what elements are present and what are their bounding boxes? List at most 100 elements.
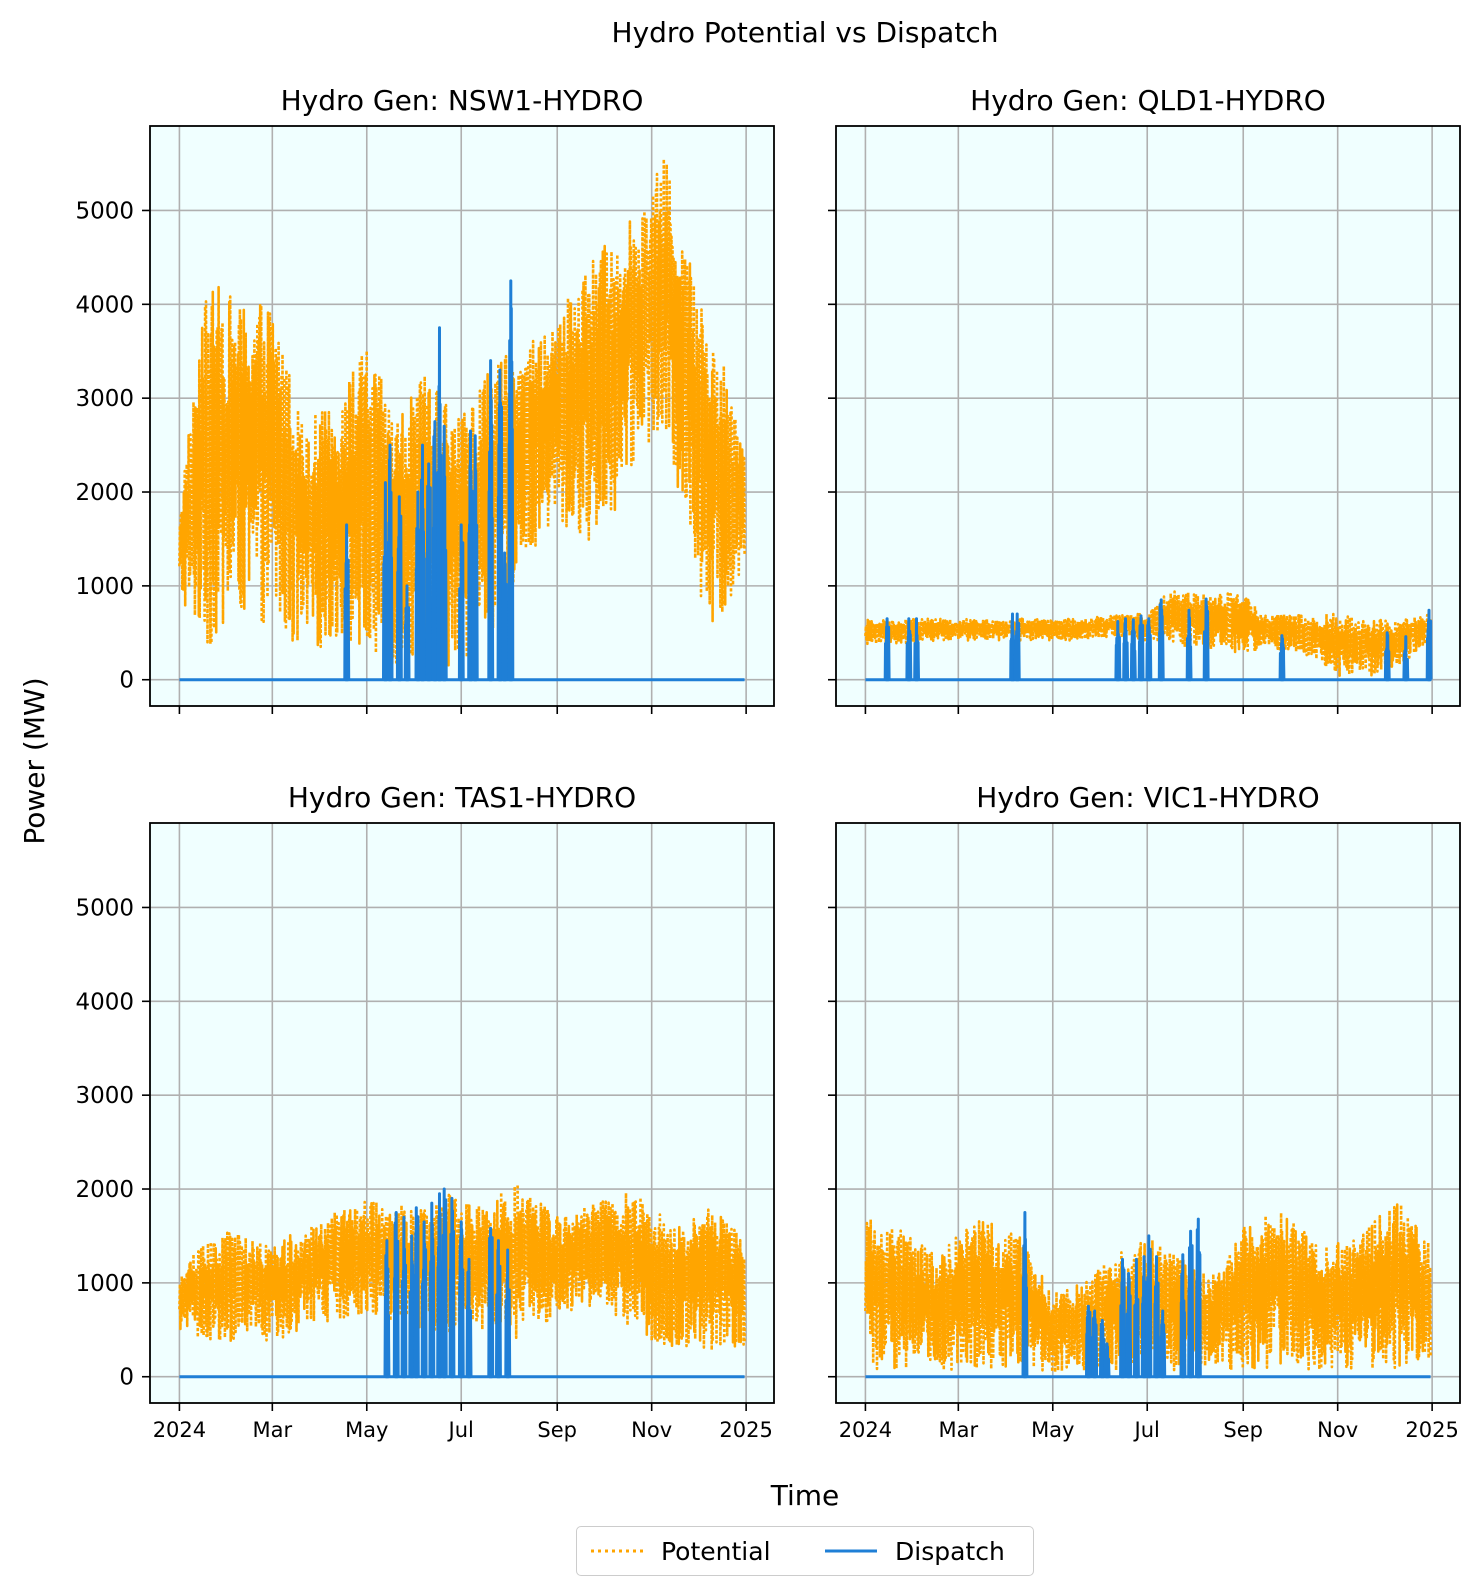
subplot-title: Hydro Gen: VIC1-HYDRO	[976, 781, 1319, 814]
dispatch-spike	[1179, 1253, 1187, 1379]
dispatch-spike	[440, 1187, 448, 1379]
x-tick-label: Sep	[537, 1418, 577, 1442]
subplot-2: 2024 Mar May Jul Sep Nov 2025 0 1000 2000 3000 4000…	[75, 781, 775, 1442]
dispatch-spike	[1383, 631, 1391, 682]
x-tick-label: 2025	[719, 1418, 772, 1442]
dispatch-spike	[1133, 1257, 1140, 1379]
dispatch-spike	[1085, 1304, 1092, 1379]
dispatch-spike	[1140, 1255, 1148, 1379]
x-tick-label: May	[345, 1418, 388, 1442]
dispatch-spike	[420, 1220, 428, 1379]
dispatch-spike	[436, 1192, 444, 1379]
dispatch-spike	[448, 1196, 456, 1379]
subplot-0: 0 1000 2000 3000 4000 5000 Hydro Gen: NSW1-HYD…	[75, 84, 775, 714]
legend-label-dispatch: Dispatch	[895, 1536, 1005, 1566]
y-tick-label: 0	[119, 668, 134, 694]
dispatch-spike	[343, 523, 351, 682]
x-tick-label: Mar	[939, 1418, 979, 1442]
y-tick-label: 1000	[75, 574, 134, 600]
dispatch-spike	[467, 429, 474, 682]
dispatch-spike	[883, 617, 891, 682]
y-tick-label: 3000	[75, 386, 134, 412]
dispatch-spike	[1119, 1257, 1126, 1379]
x-tick-label: Jul	[447, 1418, 474, 1442]
y-tick-label: 2000	[75, 480, 134, 506]
dispatch-spike	[392, 1211, 400, 1379]
x-tick-label: 2024	[839, 1418, 892, 1442]
series-layer	[178, 157, 746, 682]
x-tick-label: 2024	[153, 1418, 206, 1442]
dispatch-spike	[1195, 1217, 1202, 1379]
y-axis-label: Power (MW)	[18, 677, 51, 844]
dispatch-spike	[1278, 634, 1286, 682]
series-layer	[178, 1183, 746, 1379]
y-tick-label: 4000	[75, 292, 134, 318]
y-tick-label: 5000	[75, 895, 134, 921]
dispatch-spike	[408, 1234, 416, 1379]
x-tick-label: Nov	[1317, 1418, 1358, 1442]
subplot-title: Hydro Gen: TAS1-HYDRO	[288, 781, 636, 814]
dispatch-spike	[1091, 1309, 1099, 1379]
dispatch-spike	[501, 551, 509, 682]
x-axis-label: Time	[770, 1479, 840, 1512]
y-tick-label: 5000	[75, 198, 134, 224]
dispatch-spike	[1145, 617, 1153, 682]
x-tick-label: Nov	[631, 1418, 672, 1442]
dispatch-spike	[905, 617, 913, 682]
subplot-title: Hydro Gen: NSW1-HYDRO	[281, 84, 644, 117]
dispatch-spike	[431, 420, 439, 682]
subplot-3: 2024 Mar May Jul Sep Nov 2025 Hydro Gen: VIC1-H…	[828, 781, 1461, 1442]
dispatch-spike	[413, 1206, 420, 1379]
subplot-1: Hydro Gen: QLD1-HYDRO	[828, 84, 1461, 714]
dispatch-spike	[1125, 1272, 1133, 1379]
dispatch-spike	[1013, 612, 1021, 682]
dispatch-spike	[1114, 620, 1122, 682]
dispatch-spike	[1159, 1309, 1167, 1379]
dispatch-spike	[386, 443, 394, 682]
dispatch-spike	[504, 1248, 512, 1379]
y-tick-label: 2000	[75, 1177, 134, 1203]
legend-item-potential: Potential	[589, 1527, 771, 1575]
subplot-title: Hydro Gen: QLD1-HYDRO	[970, 84, 1326, 117]
dispatch-spike	[471, 434, 479, 682]
legend-label-potential: Potential	[661, 1536, 771, 1566]
dispatch-spike	[1153, 1255, 1160, 1379]
series-layer	[864, 1203, 1432, 1379]
dispatch-spike	[1021, 1211, 1029, 1379]
dispatch-spike	[1202, 597, 1210, 682]
x-tick-label: 2025	[1405, 1418, 1458, 1442]
y-tick-label: 4000	[75, 989, 134, 1015]
dispatch-spike	[457, 523, 465, 682]
dispatch-spike	[400, 1215, 408, 1379]
legend-swatch-potential	[591, 1549, 643, 1553]
dispatch-spike	[428, 1201, 436, 1379]
dispatch-spike	[465, 1257, 473, 1379]
figure-title: Hydro Potential vs Dispatch	[612, 16, 999, 49]
potential-series	[178, 1183, 746, 1352]
series-layer	[864, 590, 1433, 682]
dispatch-spike	[1103, 1342, 1111, 1379]
x-tick-label: Mar	[253, 1418, 293, 1442]
x-tick-label: Jul	[1133, 1418, 1160, 1442]
dispatch-spike	[495, 1239, 502, 1379]
dispatch-spike	[1009, 612, 1016, 682]
dispatch-spike	[1129, 618, 1137, 682]
dispatch-spike	[507, 279, 515, 682]
dispatch-spike	[1185, 608, 1193, 682]
legend: Potential Dispatch	[576, 1526, 1034, 1576]
dispatch-spike	[414, 490, 422, 682]
x-tick-label: Sep	[1223, 1418, 1263, 1442]
dispatch-spike	[1099, 1318, 1106, 1379]
legend-swatch-dispatch	[825, 1549, 877, 1553]
dispatch-spike	[440, 424, 448, 682]
dispatch-spike	[383, 1239, 391, 1379]
dispatch-spike	[487, 359, 495, 682]
dispatch-spike	[395, 495, 403, 682]
legend-item-dispatch: Dispatch	[823, 1527, 1005, 1575]
y-tick-label: 3000	[75, 1083, 134, 1109]
dispatch-spike	[1137, 614, 1145, 682]
dispatch-spike	[913, 617, 920, 682]
dispatch-spike	[1122, 617, 1130, 682]
y-tick-label: 0	[119, 1365, 134, 1391]
dispatch-spike	[403, 584, 411, 682]
